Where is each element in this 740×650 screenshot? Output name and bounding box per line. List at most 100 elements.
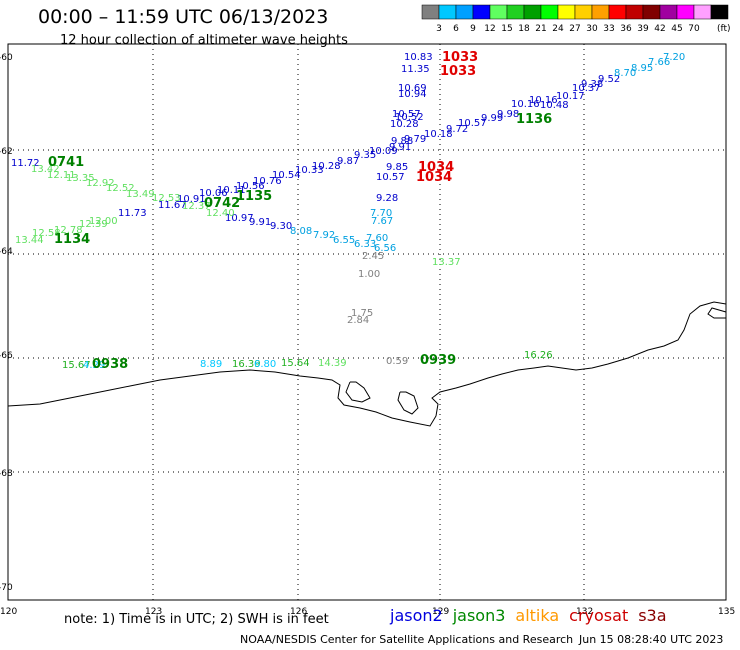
wave-height-label: 11.35	[401, 64, 430, 75]
wave-height-label: 10.56	[236, 181, 265, 192]
wave-height-label: 12.53	[152, 193, 181, 204]
wave-height-label: 8.95	[631, 63, 653, 74]
wave-height-label: 16.39	[232, 359, 261, 370]
credit-line: NOAA/NESDIS Center for Satellite Applica…	[240, 633, 574, 646]
pass-time-label: 0741	[48, 155, 84, 170]
colorbar-swatch	[608, 4, 627, 20]
wave-height-label: 10.09	[369, 146, 398, 157]
y-tick-label: -62	[0, 147, 13, 157]
page-subtitle: 12 hour collection of altimeter wave hei…	[60, 33, 348, 48]
colorbar-swatch	[710, 4, 729, 20]
colorbar-swatch	[676, 4, 695, 20]
wave-height-label: 10.91	[177, 194, 206, 205]
colorbar-swatch	[472, 4, 491, 20]
wave-height-label: 10.57	[392, 109, 421, 120]
colorbar-swatch	[574, 4, 593, 20]
wave-height-label: 1.00	[358, 269, 380, 280]
colorbar-label: 6	[453, 24, 459, 34]
colorbar-label: 36	[620, 24, 632, 34]
wave-height-label: 7.66	[648, 57, 670, 68]
colorbar-unit: (ft)	[717, 24, 731, 34]
satellite-legend-item: cryosat	[569, 606, 629, 625]
generated-timestamp: Jun 15 08:28:40 UTC 2023	[579, 633, 724, 646]
wave-height-label: 7.60	[366, 233, 388, 244]
satellite-legend-item: s3a	[638, 606, 667, 625]
y-tick-label: -60	[0, 53, 13, 63]
wave-height-label: 2.84	[347, 315, 369, 326]
satellite-legend-item: altika	[515, 606, 560, 625]
wave-height-label: 8.89	[200, 359, 222, 370]
pass-time-label: 1136	[516, 112, 552, 127]
wave-height-label: 10.28	[312, 161, 341, 172]
wave-height-label: 10.28	[390, 119, 419, 130]
y-tick-label: -70	[0, 583, 13, 593]
x-tick-label: 126	[290, 607, 307, 617]
wave-height-label: 10.06	[199, 188, 228, 199]
wave-height-label: 10.48	[540, 100, 569, 111]
plot-frame	[7, 43, 727, 601]
satellite-legend: jason2 jason3 altika cryosat s3a	[390, 606, 677, 625]
wave-height-label: 10.57	[458, 118, 487, 129]
wave-height-label: 7.70	[370, 208, 392, 219]
colorbar-label: 30	[586, 24, 598, 34]
wave-height-label: 12.00	[89, 216, 118, 227]
colorbar-swatch	[421, 4, 440, 20]
wave-height-label: 13.42	[31, 164, 60, 175]
wave-height-label: 9.28	[376, 193, 398, 204]
colorbar-swatch	[506, 4, 525, 20]
colorbar-label: 45	[671, 24, 682, 34]
pass-time-label: 1134	[54, 232, 90, 247]
pass-time-label: 0939	[420, 353, 456, 368]
wave-height-label: 9.72	[446, 124, 468, 135]
wave-height-label: 14.39	[318, 358, 347, 369]
colorbar-swatch	[523, 4, 542, 20]
wave-height-label: 12.11	[47, 170, 76, 181]
pass-time-label: 1034	[416, 170, 452, 185]
wave-height-label: 10.37	[572, 83, 601, 94]
y-tick-label: -68	[0, 469, 13, 479]
wave-height-label: 6.56	[374, 243, 396, 254]
wave-height-label: 12.52	[106, 183, 135, 194]
wave-height-label: 9.85	[386, 162, 408, 173]
wave-height-label: 13.35	[66, 173, 95, 184]
wave-height-label: 10.54	[272, 170, 301, 181]
colorbar-swatch	[693, 4, 712, 20]
colorbar-label: 70	[688, 24, 700, 34]
wave-height-label: 1.75	[351, 308, 373, 319]
page-title: 00:00 – 11:59 UTC 06/13/2023	[38, 6, 329, 28]
wave-height-labels: 10.8311.3510.6910.9410.5710.5210.289.889…	[0, 0, 685, 371]
wave-height-label: 10.17	[556, 91, 585, 102]
colorbar-label: 15	[501, 24, 512, 34]
wave-height-label: 10.83	[404, 52, 433, 63]
wave-height-label: 9.35	[354, 150, 376, 161]
colorbar-swatch	[540, 4, 559, 20]
x-tick-label: 120	[0, 607, 17, 617]
wave-height-label: 9.91	[389, 142, 411, 153]
wave-height-label: 15.64	[281, 358, 310, 369]
colorbar-label: 24	[552, 24, 564, 34]
colorbar-label: 27	[569, 24, 580, 34]
wave-height-label: 11.73	[118, 208, 147, 219]
satellite-legend-item: jason2	[390, 606, 443, 625]
wave-height-label: 9.22	[0, 0, 22, 3]
wave-height-label: 2.45	[362, 251, 384, 262]
colorbar-label: 42	[654, 24, 665, 34]
wave-height-label: 16.26	[524, 350, 553, 361]
wave-height-label: 7.20	[663, 52, 685, 63]
pass-time-label: 1135	[236, 189, 272, 204]
wave-height-label: 10.16	[529, 95, 558, 106]
x-tick-label: 132	[576, 607, 593, 617]
wave-height-label: 11.67	[158, 200, 187, 211]
wave-height-label: 7.92	[313, 230, 335, 241]
wave-height-label: 12.58	[32, 228, 61, 239]
wave-height-label: 13.49	[126, 189, 155, 200]
wave-height-label: 10.69	[398, 83, 427, 94]
wave-height-label: 10.97	[225, 213, 254, 224]
wave-height-label: 12.39	[79, 219, 108, 230]
colorbar-label: 3	[436, 24, 442, 34]
x-tick-label: 123	[145, 607, 162, 617]
pass-time-label: 1033	[442, 50, 478, 65]
colorbar-swatch	[659, 4, 678, 20]
wave-height-label: 10.18	[424, 129, 453, 140]
